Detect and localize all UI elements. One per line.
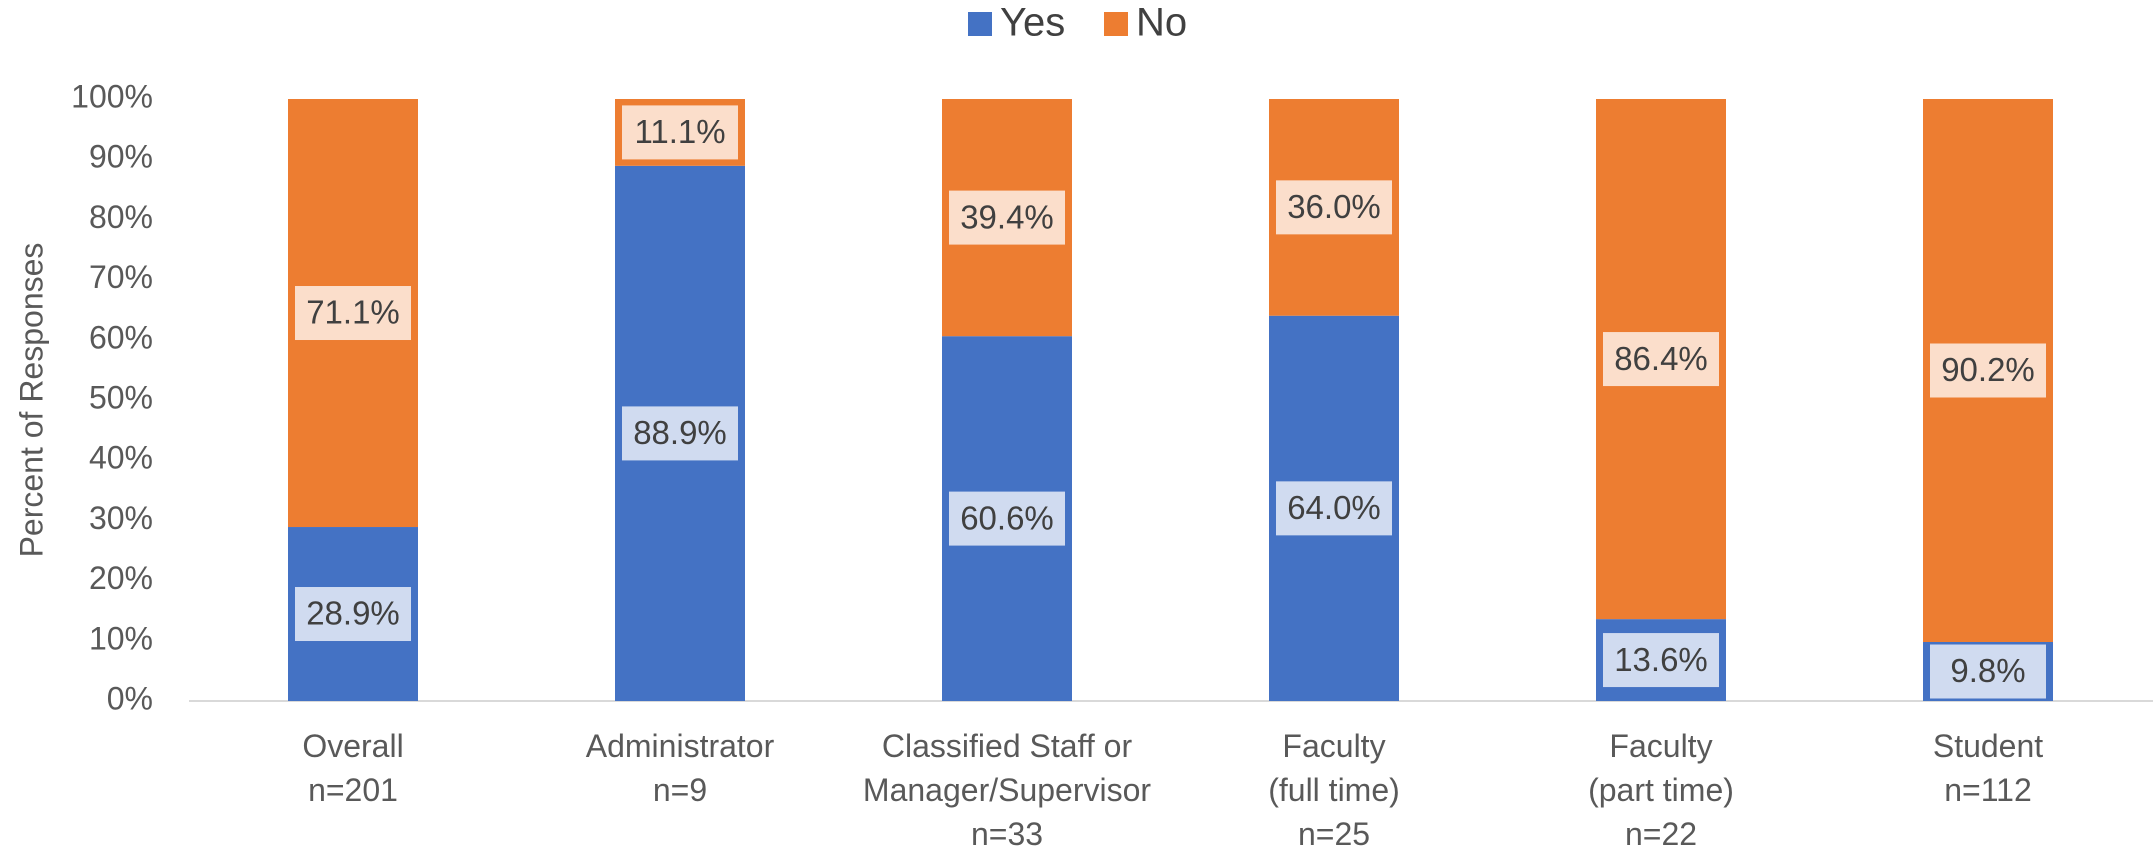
value-label-bg	[1603, 633, 1719, 688]
y-tick-label: 20%	[89, 560, 153, 596]
x-tick-label: Classified Staff or Manager/Supervisor n=3…	[863, 728, 1151, 852]
legend-swatch	[1104, 12, 1128, 36]
y-tick-label: 30%	[89, 500, 153, 536]
value-label-bg	[622, 406, 738, 461]
value-label: 60.6%	[960, 499, 1054, 536]
y-tick-label: 70%	[89, 259, 153, 295]
y-tick-label: 40%	[89, 440, 153, 476]
value-label-bg	[1930, 343, 2046, 398]
value-label: 86.4%	[1614, 340, 1708, 377]
legend-label: Yes	[1000, 1, 1065, 45]
value-label: 90.2%	[1941, 351, 2035, 388]
value-label: 39.4%	[960, 198, 1054, 235]
value-label-bg	[1930, 644, 2046, 699]
value-label: 9.8%	[1950, 652, 2025, 689]
y-tick-label: 90%	[89, 139, 153, 175]
y-tick-label: 100%	[71, 78, 153, 114]
y-tick-label: 60%	[89, 319, 153, 355]
x-tick-label: Overall n=201	[302, 728, 403, 808]
legend-swatch	[968, 12, 992, 36]
value-label: 36.0%	[1287, 188, 1381, 225]
value-label: 71.1%	[306, 294, 400, 331]
value-label: 88.9%	[633, 414, 727, 451]
value-label-bg	[1603, 332, 1719, 387]
y-axis-title: Percent of Responses	[13, 243, 49, 558]
value-label: 64.0%	[1287, 489, 1381, 526]
value-label: 11.1%	[634, 113, 725, 150]
value-label-bg	[295, 587, 411, 642]
x-tick-label: Faculty (part time) n=22	[1588, 728, 1734, 852]
x-tick-label: Administrator n=9	[586, 728, 775, 808]
value-label-bg	[1276, 481, 1392, 536]
y-tick-label: 0%	[107, 680, 153, 716]
value-label: 13.6%	[1614, 641, 1708, 678]
value-label-bg	[295, 286, 411, 341]
value-label: 28.9%	[306, 595, 400, 632]
y-tick-label: 50%	[89, 379, 153, 415]
value-label-bg	[622, 105, 738, 160]
x-tick-label: Faculty (full time) n=25	[1268, 728, 1400, 852]
y-tick-label: 10%	[89, 620, 153, 656]
value-label-bg	[949, 491, 1065, 546]
x-tick-label: Student n=112	[1933, 728, 2043, 808]
legend-label: No	[1136, 1, 1187, 45]
value-label-bg	[1276, 180, 1392, 235]
y-tick-label: 80%	[89, 199, 153, 235]
value-label-bg	[949, 190, 1065, 245]
